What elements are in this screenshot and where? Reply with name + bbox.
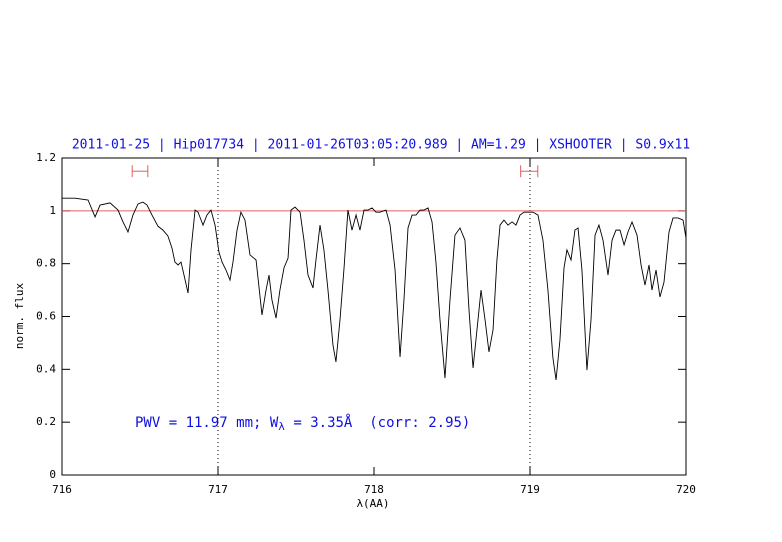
x-tick-label: 718	[364, 483, 384, 496]
annotation-subscript: λ	[278, 420, 285, 433]
annotation-text: = 3.35Å (corr: 2.95)	[285, 414, 470, 431]
annotation-text: PWV = 11.97 mm; W	[135, 415, 279, 431]
y-tick-label: 0.4	[36, 362, 56, 375]
annotation: PWV = 11.97 mm; Wλ = 3.35Å (corr: 2.95)	[135, 414, 470, 433]
y-tick-label: 0	[49, 468, 56, 481]
x-axis-label: λ(AA)	[356, 497, 389, 510]
x-tick-label: 720	[676, 483, 696, 496]
chart-title: 2011-01-25 | Hip017734 | 2011-01-26T03:0…	[72, 138, 690, 153]
y-axis-label: norm. flux	[13, 283, 26, 350]
x-tick-label: 719	[520, 483, 540, 496]
x-tick-label: 716	[52, 483, 72, 496]
y-tick-label: 0.6	[36, 310, 56, 323]
x-tick-label: 717	[208, 483, 228, 496]
y-tick-label: 1.2	[36, 151, 56, 164]
y-tick-label: 0.2	[36, 415, 56, 428]
y-tick-label: 0.8	[36, 257, 56, 270]
spectrum-line	[62, 197, 687, 380]
y-tick-label: 1	[49, 204, 56, 217]
